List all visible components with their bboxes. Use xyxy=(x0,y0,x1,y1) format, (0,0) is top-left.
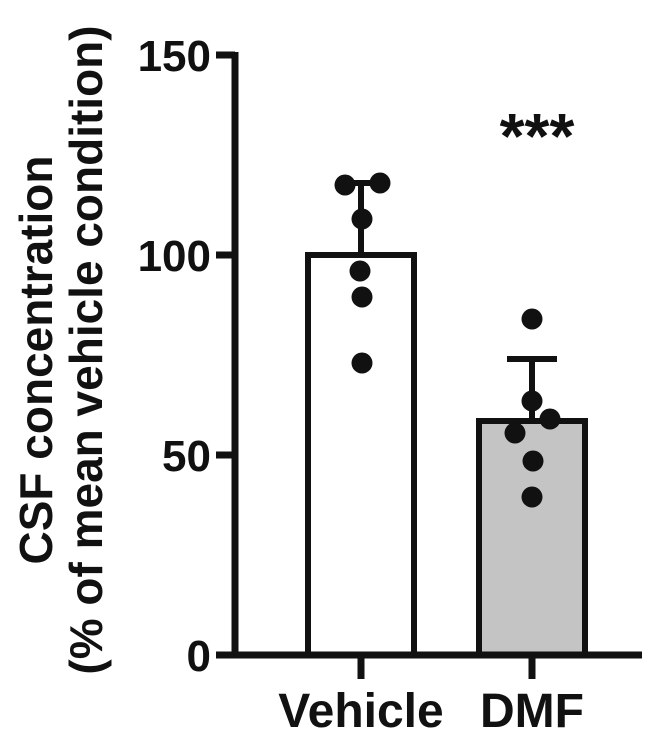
data-point-vehicle xyxy=(351,208,373,230)
data-point-vehicle xyxy=(334,174,356,196)
data-point-dmf xyxy=(539,408,561,430)
x-tick-label-vehicle: Vehicle xyxy=(278,685,443,735)
data-point-vehicle xyxy=(351,352,373,374)
y-tick-label: 150 xyxy=(138,32,211,81)
data-point-dmf xyxy=(521,308,543,330)
y-tick-label: 100 xyxy=(138,232,211,281)
bar-vehicle xyxy=(305,252,417,658)
data-point-dmf xyxy=(521,390,543,412)
y-axis-title-line-2: (% of mean vehicle condition) xyxy=(60,25,112,674)
y-tick-label: 50 xyxy=(162,432,211,481)
y-tick-label: 0 xyxy=(187,632,211,681)
data-point-dmf xyxy=(504,422,526,444)
data-point-vehicle xyxy=(351,286,373,308)
x-tick-label-dmf: DMF xyxy=(480,685,584,735)
data-point-dmf xyxy=(521,486,543,508)
data-point-dmf xyxy=(522,450,544,472)
data-point-vehicle xyxy=(349,260,371,282)
data-point-vehicle xyxy=(369,172,391,194)
significance-marker: *** xyxy=(500,100,575,172)
y-axis-title-line-1: CSF concentration xyxy=(10,156,62,565)
